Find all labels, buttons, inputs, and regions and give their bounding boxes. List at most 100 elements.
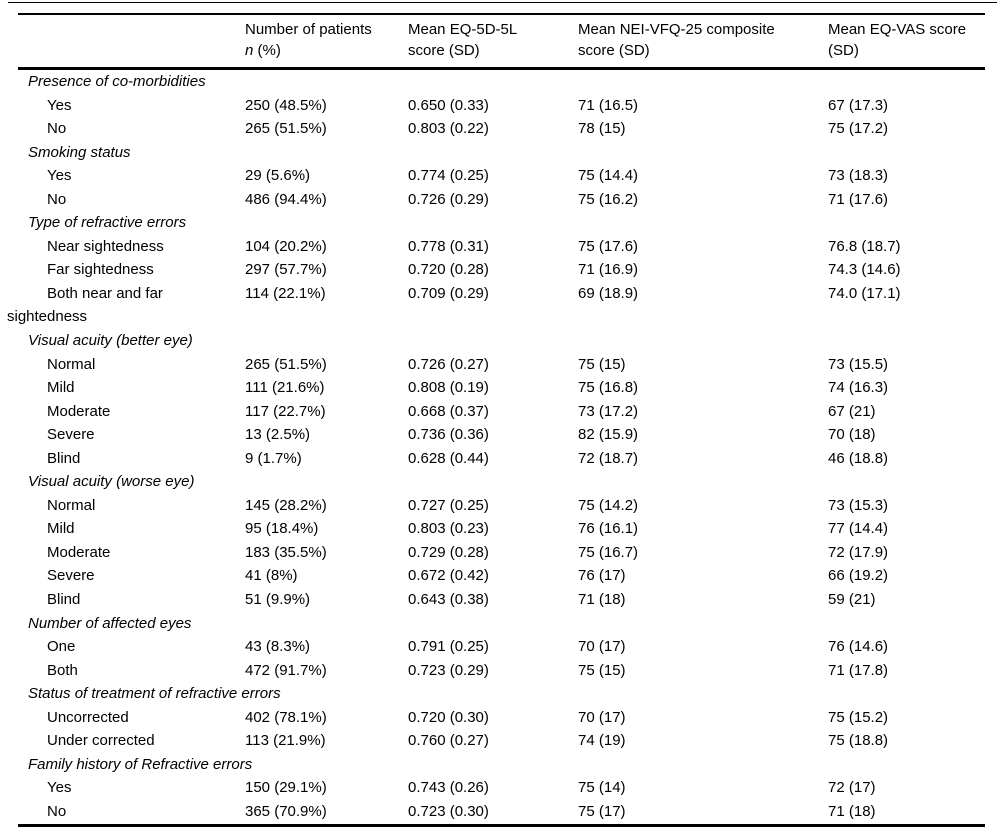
cell-eq-vas-score: 72 (17.9) xyxy=(828,543,889,561)
table-row: Yes 250 (48.5%) 0.650 (0.33) 71 (16.5) 67 (1… xyxy=(18,94,985,118)
cell-nei-vfq25-score: 71 (16.5) xyxy=(578,96,639,114)
cell-nei-vfq25-score: 75 (16.7) xyxy=(578,543,639,561)
row-label: Normal xyxy=(47,496,96,514)
section-header-label: Status of treatment of refractive errors xyxy=(28,685,281,703)
table-row: Far sightedness 297 (57.7%) 0.720 (0.28) 71… xyxy=(18,258,985,282)
percent-label: (%) xyxy=(253,42,281,59)
column-header-line1: Mean EQ-5D-5L xyxy=(408,21,518,38)
cell-patients-n: 13 (2.5%) xyxy=(245,426,311,444)
section-header-row: Number of affected eyes xyxy=(18,612,985,636)
table-row: Both 472 (91.7%) 0.723 (0.29) 75 (15) 71 (17… xyxy=(18,659,985,683)
cell-patients-n: 114 (22.1%) xyxy=(245,284,326,302)
cell-eq5d5l-score: 0.736 (0.36) xyxy=(408,426,489,444)
cell-nei-vfq25-score: 75 (17.6) xyxy=(578,237,639,255)
cell-nei-vfq25-score: 75 (14.2) xyxy=(578,496,639,514)
cell-nei-vfq25-score: 71 (16.9) xyxy=(578,261,639,279)
cell-eq5d5l-score: 0.803 (0.23) xyxy=(408,520,489,538)
cell-patients-n: 183 (35.5%) xyxy=(245,543,327,561)
table-row: One 43 (8.3%) 0.791 (0.25) 70 (17) 76 (14.6) xyxy=(18,635,985,659)
cell-nei-vfq25-score: 73 (17.2) xyxy=(578,402,639,420)
cell-eq-vas-score: 76 (14.6) xyxy=(828,638,889,656)
cell-nei-vfq25-score: 71 (18) xyxy=(578,591,626,609)
row-label: Yes xyxy=(47,167,72,185)
section-header-row: Presence of co-morbidities xyxy=(18,70,985,94)
cell-patients-n: 51 (9.9%) xyxy=(245,591,311,609)
cell-eq-vas-score: 75 (15.2) xyxy=(828,708,889,726)
cell-eq5d5l-score: 0.760 (0.27) xyxy=(408,732,489,750)
table-row: Severe 41 (8%) 0.672 (0.42) 76 (17) 66 (19.2… xyxy=(18,564,985,588)
table-row: No 486 (94.4%) 0.726 (0.29) 75 (16.2) 71 (17… xyxy=(18,188,985,212)
row-label: Moderate xyxy=(47,402,111,420)
cell-nei-vfq25-score: 76 (16.1) xyxy=(578,520,639,538)
cell-eq-vas-score: 74 (16.3) xyxy=(828,379,889,397)
patient-outcomes-table: Number of patients n (%) Mean EQ-5D-5L s… xyxy=(7,13,985,827)
cell-eq5d5l-score: 0.743 (0.26) xyxy=(408,779,489,797)
cell-nei-vfq25-score: 78 (15) xyxy=(578,120,626,138)
cell-eq5d5l-score: 0.726 (0.29) xyxy=(408,190,489,208)
column-header-line1: Mean NEI-VFQ-25 composite xyxy=(578,21,775,38)
cell-patients-n: 95 (18.4%) xyxy=(245,520,319,538)
row-label: Under corrected xyxy=(47,732,155,750)
cell-patients-n: 117 (22.7%) xyxy=(245,402,326,420)
row-label: Near sightedness xyxy=(47,237,164,255)
cell-eq5d5l-score: 0.643 (0.38) xyxy=(408,591,489,609)
cell-eq-vas-score: 66 (19.2) xyxy=(828,567,889,585)
column-header-stub xyxy=(18,19,245,61)
column-header-line1: Number of patients xyxy=(245,21,372,38)
table-row: Severe 13 (2.5%) 0.736 (0.36) 82 (15.9) 70 (… xyxy=(18,423,985,447)
section-header-row: Visual acuity (worse eye) xyxy=(18,470,985,494)
section-header-label: Visual acuity (better eye) xyxy=(28,332,193,350)
section-header-row: Smoking status xyxy=(18,141,985,165)
row-label: Severe xyxy=(47,567,95,585)
column-header-eq-vas-score: Mean EQ-VAS score (SD) xyxy=(828,19,985,61)
cell-nei-vfq25-score: 75 (14.4) xyxy=(578,167,639,185)
row-label: Blind xyxy=(47,449,81,467)
table-row: No 265 (51.5%) 0.803 (0.22) 78 (15) 75 (17.2… xyxy=(18,117,985,141)
table-row: Under corrected 113 (21.9%) 0.760 (0.27) 74… xyxy=(18,729,985,753)
table-body: Presence of co-morbidities Yes 250 (48.5%)… xyxy=(7,70,985,827)
row-label: Uncorrected xyxy=(47,708,129,726)
column-header-line1: Mean EQ-VAS score xyxy=(828,21,967,38)
row-label: Yes xyxy=(47,96,72,114)
cell-patients-n: 486 (94.4%) xyxy=(245,190,327,208)
table-row: Normal 145 (28.2%) 0.727 (0.25) 75 (14.2) 73… xyxy=(18,494,985,518)
column-header-line2: score (SD) xyxy=(578,42,650,59)
cell-eq5d5l-score: 0.727 (0.25) xyxy=(408,496,489,514)
cell-eq-vas-score: 75 (17.2) xyxy=(828,120,889,138)
section-header-label: Presence of co-morbidities xyxy=(28,73,206,90)
cell-patients-n: 150 (29.1%) xyxy=(245,779,327,797)
cell-patients-n: 113 (21.9%) xyxy=(245,732,326,750)
cell-nei-vfq25-score: 74 (19) xyxy=(578,732,626,750)
cell-eq-vas-score: 75 (18.8) xyxy=(828,732,889,750)
cell-patients-n: 111 (21.6%) xyxy=(245,379,325,397)
table-row: Uncorrected 402 (78.1%) 0.720 (0.30) 70 (17… xyxy=(18,706,985,730)
cell-eq5d5l-score: 0.808 (0.19) xyxy=(408,379,489,397)
cell-nei-vfq25-score: 76 (17) xyxy=(578,567,626,585)
table-row: Mild 95 (18.4%) 0.803 (0.23) 76 (16.1) 77 (1… xyxy=(18,517,985,541)
cell-nei-vfq25-score: 72 (18.7) xyxy=(578,449,639,467)
table-header-row: Number of patients n (%) Mean EQ-5D-5L s… xyxy=(18,15,985,70)
cell-nei-vfq25-score: 75 (15) xyxy=(578,355,626,373)
cell-eq5d5l-score: 0.723 (0.30) xyxy=(408,802,489,820)
cell-eq-vas-score: 73 (15.5) xyxy=(828,355,889,373)
column-header-line2: n (%) xyxy=(245,40,400,61)
cell-eq5d5l-score: 0.791 (0.25) xyxy=(408,638,489,656)
cell-nei-vfq25-score: 70 (17) xyxy=(578,638,626,656)
row-label: Both near and far sightedness xyxy=(7,284,163,326)
section-header-row: Status of treatment of refractive errors xyxy=(18,682,985,706)
row-label: Moderate xyxy=(47,543,111,561)
cell-patients-n: 104 (20.2%) xyxy=(245,237,327,255)
cell-nei-vfq25-score: 70 (17) xyxy=(578,708,626,726)
row-label: Both xyxy=(47,661,78,679)
row-label: Mild xyxy=(47,379,75,397)
section-header-label: Smoking status xyxy=(28,143,131,161)
cell-eq5d5l-score: 0.628 (0.44) xyxy=(408,449,489,467)
column-header-line2: score (SD) xyxy=(408,42,480,59)
cell-eq-vas-score: 77 (14.4) xyxy=(828,520,889,538)
row-label: No xyxy=(47,120,67,138)
cell-nei-vfq25-score: 75 (15) xyxy=(578,661,626,679)
cell-nei-vfq25-score: 82 (15.9) xyxy=(578,426,639,444)
cell-patients-n: 41 (8%) xyxy=(245,567,298,585)
cell-eq5d5l-score: 0.729 (0.28) xyxy=(408,543,489,561)
cell-eq5d5l-score: 0.803 (0.22) xyxy=(408,120,489,138)
